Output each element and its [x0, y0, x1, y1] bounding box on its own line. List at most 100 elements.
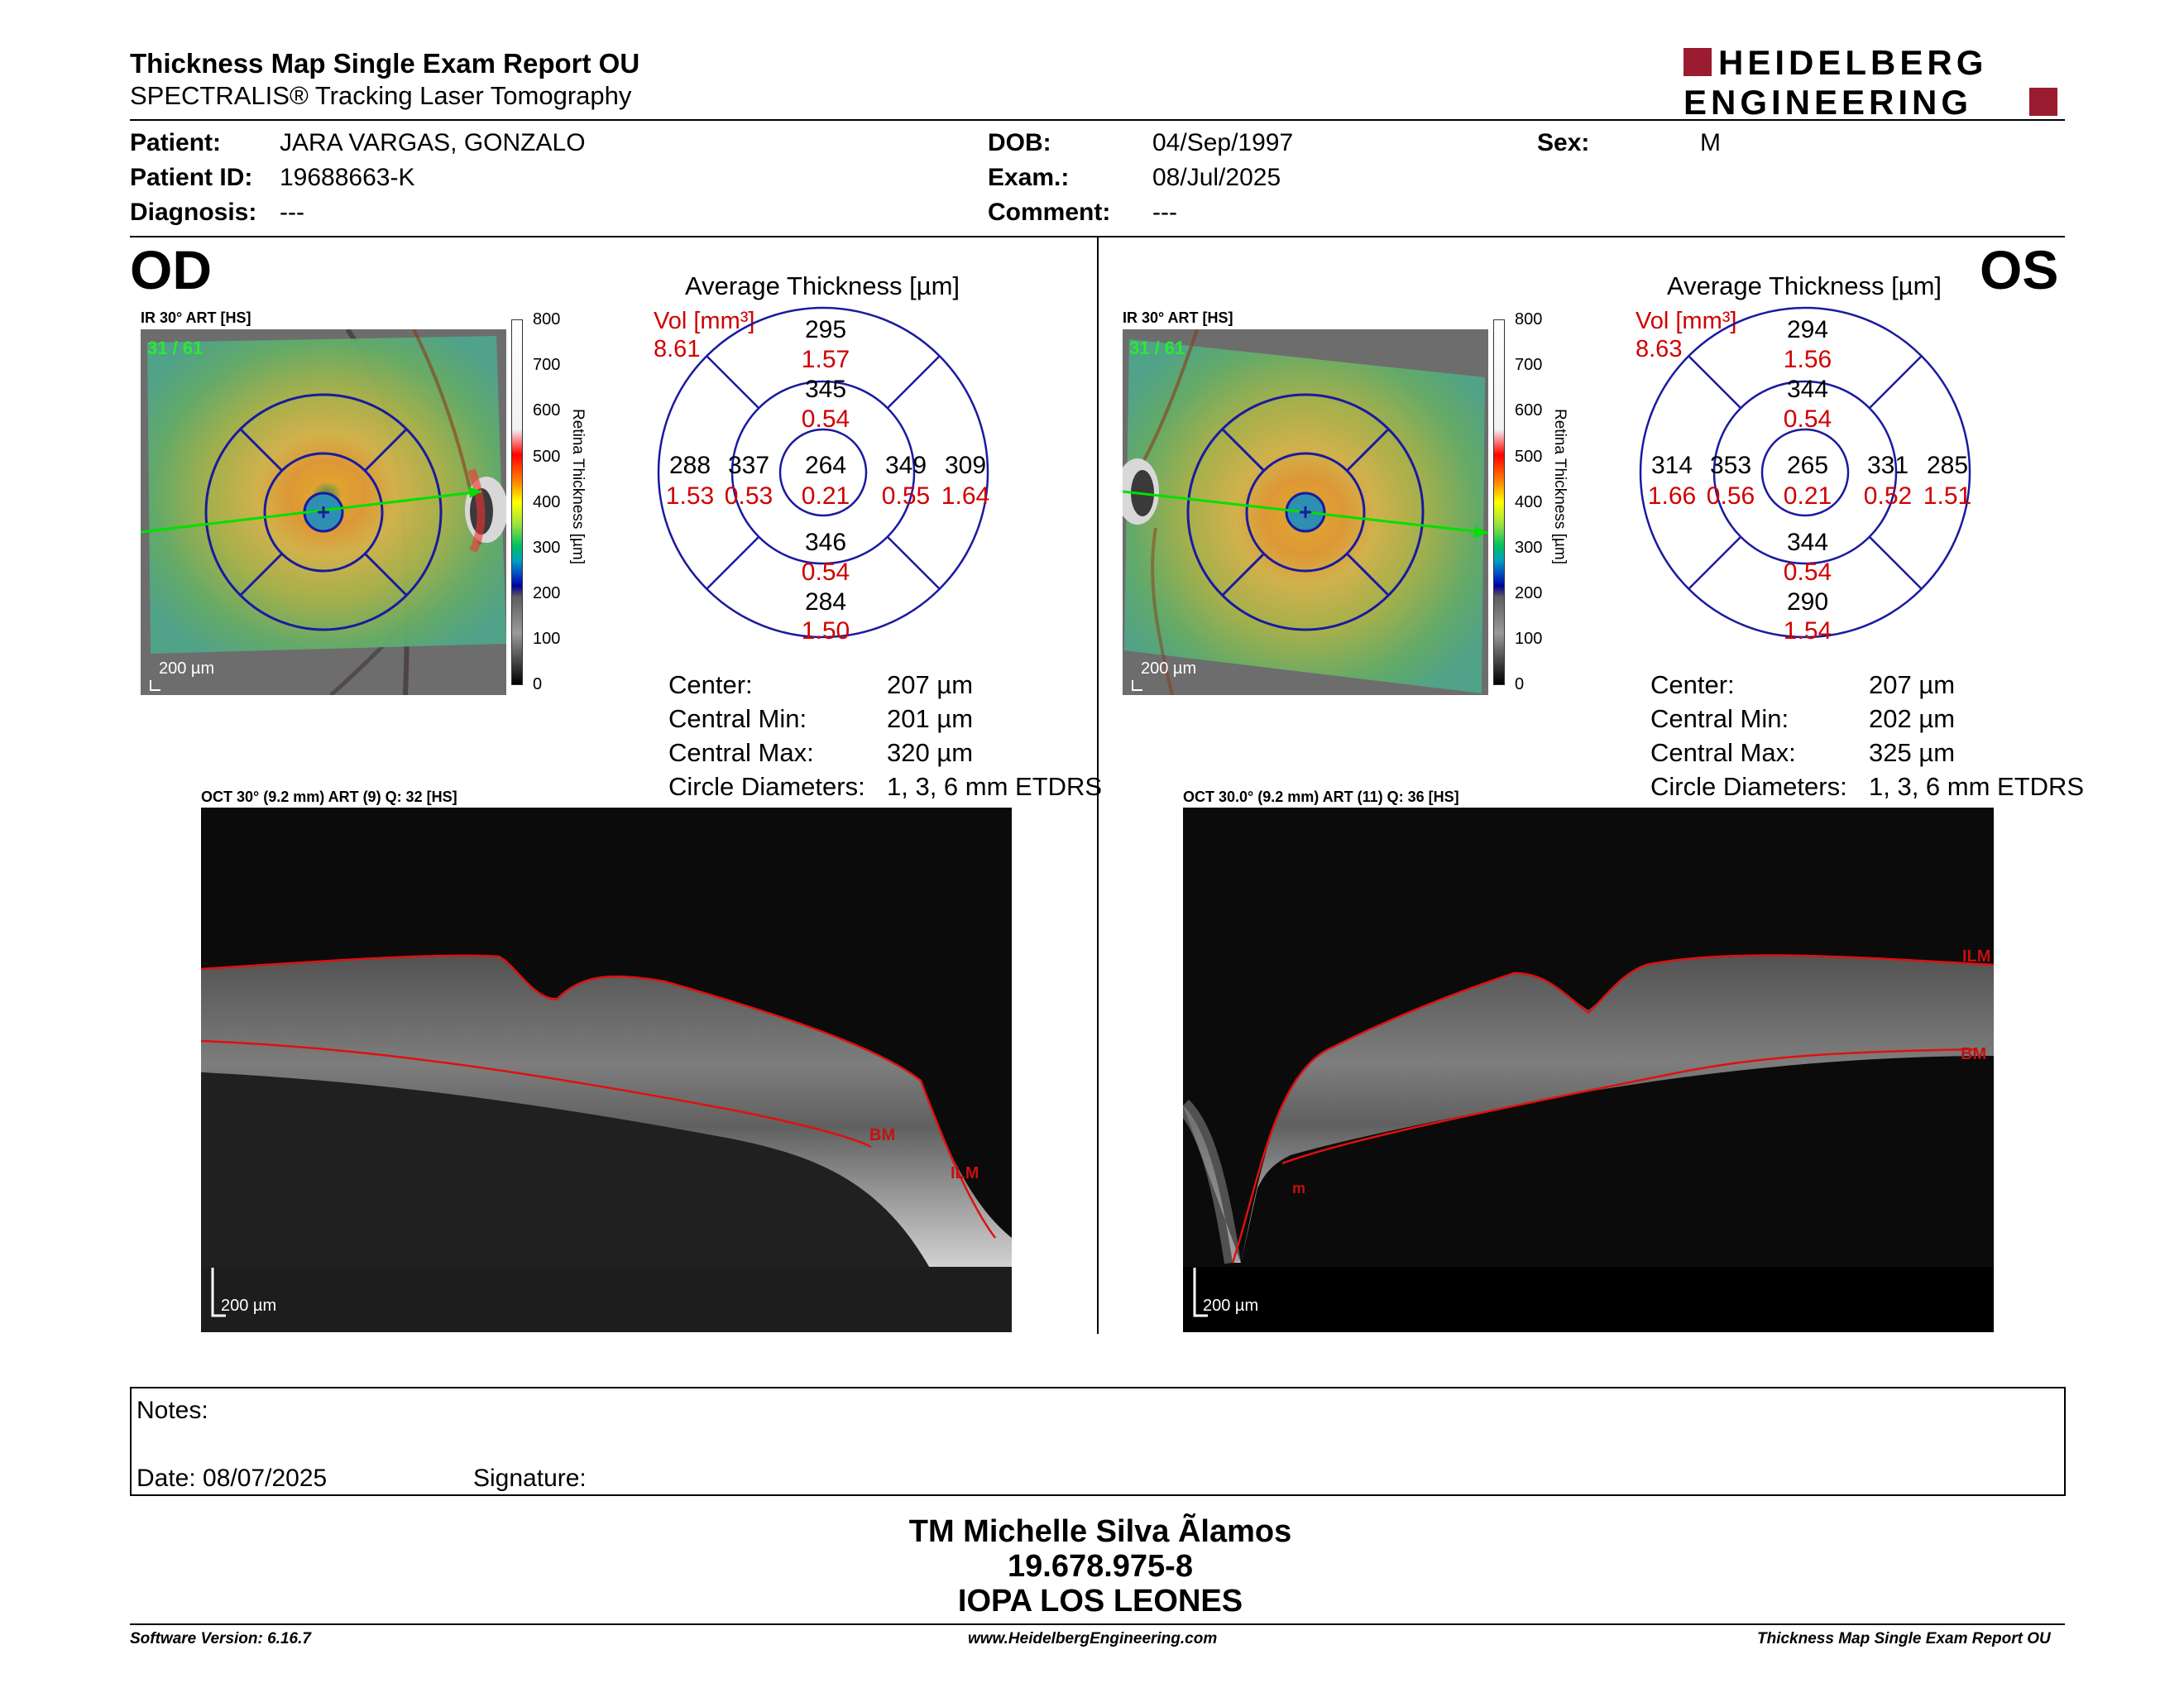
os-oct-bm: BM: [1961, 1045, 1986, 1063]
od-tick-500: 500: [533, 448, 560, 466]
os-oct-label: OCT 30.0° (9.2 mm) ART (11) Q: 36 [HS]: [1183, 789, 1459, 805]
os-stat-diam-value: 1, 3, 6 mm ETDRS: [1869, 772, 2085, 801]
od-stat-max-label: Central Max:: [668, 738, 814, 767]
footer-software-version: Software Version: 6.16.7: [130, 1630, 311, 1647]
od-ir-vol: 0.55: [882, 482, 930, 510]
diagnosis-label: Diagnosis:: [130, 199, 257, 226]
od-is-vol: 0.54: [802, 405, 850, 433]
od-il-thk: 337: [728, 452, 769, 479]
os-tick-500: 500: [1515, 448, 1542, 466]
od-ir-label: IR 30° ART [HS]: [141, 309, 251, 326]
od-thickness-map: 31 / 61 200 µm: [141, 329, 506, 695]
od-tick-100: 100: [533, 630, 560, 648]
os-etdrs-grid: 294 1.56 344 0.54 314 1.66 353 0.56 265 …: [1639, 306, 1971, 642]
notes-date: Date: 08/07/2025: [136, 1465, 328, 1492]
os-stat-max-label: Central Max:: [1650, 738, 1796, 767]
od-vol-label: Vol [mm³]: [654, 308, 755, 334]
os-stat-center-label: Center:: [1650, 670, 1735, 699]
od-tick-300: 300: [533, 539, 560, 557]
os-tick-400: 400: [1515, 493, 1542, 511]
os-tick-800: 800: [1515, 313, 1542, 328]
sex-label: Sex:: [1537, 129, 1590, 156]
os-stat-min-value: 202 µm: [1869, 704, 1956, 733]
os-stat-min-label: Central Min:: [1650, 704, 1789, 733]
od-stat-max-value: 320 µm: [887, 738, 974, 767]
os-tick-600: 600: [1515, 401, 1542, 420]
os-ii-vol: 0.54: [1784, 559, 1832, 586]
comment-label: Comment:: [988, 199, 1111, 226]
od-oct-scale: 200 µm: [221, 1297, 276, 1315]
report-title: Thickness Map Single Exam Report OU: [130, 48, 640, 79]
od-oct-ilm: ILM: [951, 1164, 979, 1182]
os-stat-diam-label: Circle Diameters:: [1650, 772, 1847, 801]
od-ir-thk: 349: [885, 452, 927, 479]
os-colorbar-ticks: 800 700 600 500 400 300 200 100 0 Retina…: [1515, 313, 1569, 693]
os-os-vol: 1.56: [1784, 346, 1832, 373]
od-oi-vol: 1.50: [802, 617, 850, 642]
od-stat-center-value: 207 µm: [887, 670, 974, 699]
os-ir-label: IR 30° ART [HS]: [1123, 309, 1233, 326]
os-il-vol: 0.56: [1707, 482, 1755, 510]
od-stat-diam-value: 1, 3, 6 mm ETDRS: [887, 772, 1103, 801]
diagnosis-value: ---: [280, 199, 304, 226]
os-tick-0: 0: [1515, 675, 1524, 693]
od-vol-value: 8.61: [654, 336, 701, 362]
os-is-vol: 0.54: [1784, 405, 1832, 433]
od-is-thk: 345: [805, 376, 846, 403]
os-colorbar-title: Retina Thickness [µm]: [1551, 409, 1569, 564]
od-colorbar: [511, 319, 523, 685]
od-colorbar-ticks: 800 700 600 500 400 300 200 100 0 Retina…: [533, 313, 587, 693]
os-tick-200: 200: [1515, 584, 1542, 602]
od-center-vol: 0.21: [802, 482, 850, 510]
od-ii-thk: 346: [805, 529, 846, 556]
od-ol-thk: 288: [669, 452, 711, 479]
od-tick-800: 800: [533, 313, 560, 328]
od-ii-vol: 0.54: [802, 559, 850, 586]
os-il-thk: 353: [1710, 452, 1751, 479]
os-thickness-map: 31 / 61 200 µm: [1123, 329, 1488, 695]
os-or-vol: 1.51: [1923, 482, 1971, 510]
od-stat-center-label: Center:: [668, 670, 753, 699]
os-tick-100: 100: [1515, 630, 1542, 648]
os-colorbar: [1493, 319, 1505, 685]
os-ol-vol: 1.66: [1648, 482, 1696, 510]
os-tick-700: 700: [1515, 356, 1542, 374]
os-is-thk: 344: [1787, 376, 1828, 403]
notes-box[interactable]: Notes: Date: 08/07/2025 Signature:: [130, 1387, 2066, 1496]
os-center-thk: 265: [1787, 452, 1828, 479]
od-oct-bscan: BM ILM 200 µm: [201, 808, 1012, 1332]
signature-id: 19.678.975-8: [1008, 1549, 1193, 1584]
od-os-vol: 1.57: [802, 346, 850, 373]
logo-line2: ENGINEERING: [1684, 83, 1972, 119]
patient-value: JARA VARGAS, GONZALO: [280, 129, 586, 156]
notes-label: Notes:: [136, 1397, 208, 1424]
os-center-vol: 0.21: [1784, 482, 1832, 510]
eye-divider: [1097, 237, 1099, 1334]
footer-website[interactable]: www.HeidelbergEngineering.com: [968, 1630, 1218, 1647]
od-etdrs-title: Average Thickness [µm]: [685, 271, 960, 300]
patient-id-value: 19688663-K: [280, 164, 415, 191]
os-oct-bscan: ILM BM m 200 µm: [1183, 808, 1994, 1332]
signature-block: TM Michelle Silva Ãlamos 19.678.975-8 IO…: [745, 1514, 1456, 1618]
os-stat-center-value: 207 µm: [1869, 670, 1956, 699]
os-or-thk: 285: [1927, 452, 1968, 479]
os-tick-300: 300: [1515, 539, 1542, 557]
os-scale: 200 µm: [1141, 659, 1196, 678]
od-oct-label: OCT 30° (9.2 mm) ART (9) Q: 32 [HS]: [201, 789, 457, 805]
os-oi-vol: 1.54: [1784, 617, 1832, 642]
os-oi-thk: 290: [1787, 588, 1828, 616]
od-os-thk: 295: [805, 316, 846, 343]
notes-signature-label: Signature:: [473, 1465, 587, 1492]
od-oct-bm: BM: [869, 1126, 895, 1144]
od-stat-min-label: Central Min:: [668, 704, 807, 733]
os-ir-vol: 0.52: [1864, 482, 1912, 510]
sex-value: M: [1700, 129, 1721, 156]
exam-label: Exam.:: [988, 164, 1070, 191]
od-tick-400: 400: [533, 493, 560, 511]
os-ii-thk: 344: [1787, 529, 1828, 556]
os-etdrs-title: Average Thickness [µm]: [1667, 271, 1942, 300]
od-scale: 200 µm: [159, 659, 214, 678]
dob-value: 04/Sep/1997: [1152, 129, 1294, 156]
os-oct-scale: 200 µm: [1203, 1297, 1258, 1315]
eye-label-od: OD: [130, 239, 212, 300]
